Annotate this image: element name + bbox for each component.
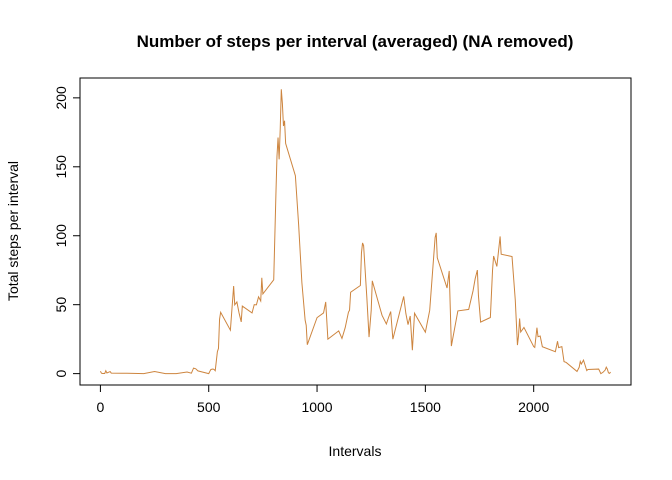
chart-title: Number of steps per interval (averaged) … xyxy=(137,32,574,51)
y-tick-label: 100 xyxy=(53,224,69,248)
x-tick-label: 500 xyxy=(197,399,221,415)
data-line xyxy=(99,89,611,375)
x-tick-label: 0 xyxy=(97,399,105,415)
x-tick-label: 2000 xyxy=(518,399,549,415)
y-axis-label: Total steps per interval xyxy=(5,161,21,301)
y-tick-label: 0 xyxy=(53,370,69,378)
y-tick-label: 200 xyxy=(53,86,69,110)
x-axis-label: Intervals xyxy=(329,443,382,459)
y-tick-label: 150 xyxy=(53,155,69,179)
y-tick-label: 50 xyxy=(53,297,69,313)
x-tick-label: 1000 xyxy=(301,399,332,415)
x-tick-label: 1500 xyxy=(410,399,441,415)
